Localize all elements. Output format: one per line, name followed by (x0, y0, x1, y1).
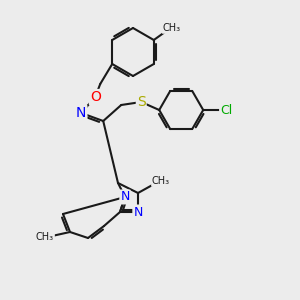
Text: N: N (120, 190, 130, 203)
Text: CH₃: CH₃ (152, 176, 170, 186)
Text: Cl: Cl (220, 103, 232, 116)
Text: CH₃: CH₃ (36, 232, 54, 242)
Text: N: N (76, 106, 86, 120)
Text: O: O (90, 90, 101, 104)
Text: S: S (137, 95, 146, 109)
Text: CH₃: CH₃ (163, 23, 181, 33)
Text: N: N (133, 206, 143, 218)
